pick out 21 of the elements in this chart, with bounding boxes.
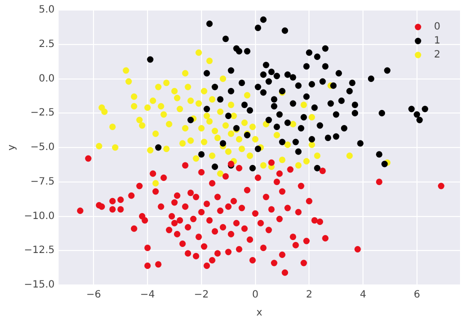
y-tick-label: −7.5 <box>30 176 55 188</box>
y-axis-title: y <box>6 144 18 150</box>
x-tick-label: 4 <box>360 290 366 301</box>
x-tick-label: 6 <box>414 290 420 301</box>
y-tick-label: −10.0 <box>24 210 55 222</box>
x-tick-label: −2 <box>194 290 209 301</box>
y-tick-label: −5.0 <box>30 142 55 154</box>
y-tick-label: 0.0 <box>38 73 55 84</box>
x-tick-label: 2 <box>306 290 312 301</box>
x-tick-label: 0 <box>252 290 258 301</box>
y-tick-label: −2.5 <box>30 108 55 119</box>
y-tick-label: 2.5 <box>38 38 55 50</box>
legend-label: 2 <box>434 50 440 61</box>
legend-label: 1 <box>434 36 440 47</box>
y-tick-label: 5.0 <box>38 4 55 16</box>
x-tick-label: −4 <box>140 290 155 301</box>
x-tick-label: −6 <box>86 290 102 301</box>
y-tick-label: −15.0 <box>24 280 55 291</box>
legend-label: 0 <box>434 22 440 33</box>
x-axis-title: x <box>256 308 262 319</box>
y-tick-label: −12.5 <box>24 245 55 256</box>
